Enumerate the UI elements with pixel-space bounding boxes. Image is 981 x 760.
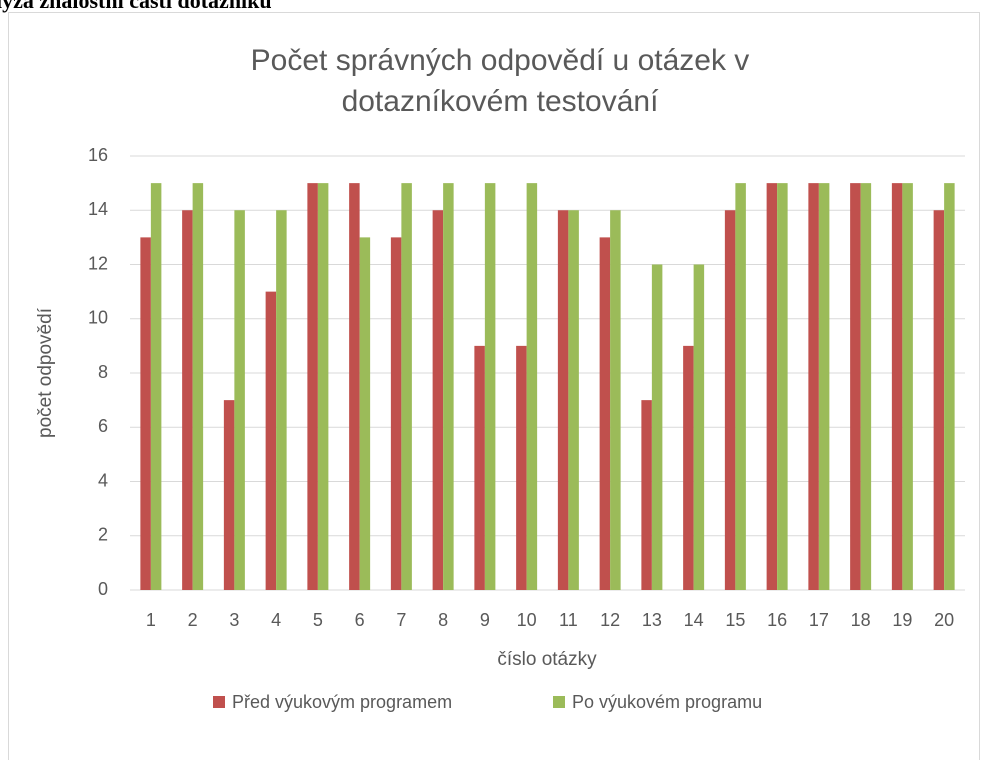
- x-tick-label: 10: [517, 610, 537, 630]
- x-tick-label: 2: [188, 610, 198, 630]
- y-tick-label: 4: [98, 470, 108, 490]
- bar: [265, 291, 277, 590]
- y-tick-label: 8: [98, 362, 108, 382]
- y-tick-label: 2: [98, 525, 108, 545]
- bar: [860, 183, 872, 590]
- bar: [818, 183, 830, 590]
- x-tick-label: 12: [600, 610, 620, 630]
- x-axis-label: číslo otázky: [497, 649, 597, 670]
- y-tick-label: 16: [88, 145, 108, 165]
- bar: [526, 183, 538, 590]
- bar: [359, 237, 371, 590]
- x-tick-label: 20: [934, 610, 954, 630]
- bar: [568, 210, 579, 590]
- bar: [944, 183, 955, 590]
- bar: [349, 183, 360, 590]
- bar: [891, 183, 903, 590]
- bar: [317, 183, 329, 590]
- x-tick-label: 4: [271, 610, 281, 630]
- x-tick-label: 18: [851, 610, 871, 630]
- x-tick-label: 13: [642, 610, 662, 630]
- bar: [610, 210, 621, 590]
- bar: [307, 183, 318, 590]
- y-tick-label: 10: [88, 308, 108, 328]
- bar: [474, 345, 485, 590]
- bar: [276, 210, 287, 590]
- bar: [557, 210, 569, 590]
- bar: [599, 237, 611, 590]
- bar: [693, 264, 705, 590]
- x-tick-label: 11: [559, 610, 578, 630]
- bar: [735, 183, 746, 590]
- bar: [850, 183, 861, 590]
- bar: [234, 210, 245, 590]
- y-tick-label: 0: [98, 579, 108, 599]
- y-tick-label: 6: [98, 416, 108, 436]
- bar: [724, 210, 736, 590]
- bar: [443, 183, 454, 590]
- chart-title: dotazníkovém testování: [342, 85, 660, 118]
- bar: [641, 400, 652, 590]
- x-tick-label: 19: [892, 610, 912, 630]
- x-tick-label: 3: [229, 610, 239, 630]
- bar: [140, 237, 151, 590]
- y-tick-label: 12: [88, 253, 108, 273]
- legend-label: Před výukovým programem: [232, 692, 452, 712]
- bar: [933, 210, 945, 590]
- bar: [808, 183, 819, 590]
- x-tick-label: 5: [313, 610, 323, 630]
- x-tick-label: 16: [767, 610, 787, 630]
- x-tick-label: 8: [438, 610, 448, 630]
- x-tick-label: 14: [684, 610, 704, 630]
- bar: [182, 210, 193, 590]
- legend-label: Po výukovém programu: [572, 692, 762, 712]
- legend-swatch: [213, 696, 225, 708]
- bar: [651, 264, 663, 590]
- bar: [777, 183, 788, 590]
- chart-title: Počet správných odpovědí u otázek v: [251, 44, 750, 77]
- bar: [192, 183, 204, 590]
- bar: [766, 183, 778, 590]
- y-axis-label: počet odpovědí: [35, 307, 56, 438]
- bar: [223, 400, 235, 590]
- bar: [516, 345, 527, 590]
- bar: [150, 183, 162, 590]
- bar: [683, 345, 694, 590]
- x-tick-label: 6: [355, 610, 365, 630]
- y-tick-label: 14: [88, 199, 108, 219]
- bar: [484, 183, 496, 590]
- x-tick-label: 9: [480, 610, 490, 630]
- bar: [902, 183, 913, 590]
- x-tick-label: 1: [146, 610, 156, 630]
- bar: [432, 210, 444, 590]
- x-tick-label: 15: [725, 610, 745, 630]
- x-tick-label: 7: [396, 610, 406, 630]
- bar: [390, 237, 402, 590]
- legend-swatch: [553, 696, 565, 708]
- bar: [401, 183, 412, 590]
- chart-border: [8, 12, 980, 760]
- x-tick-label: 17: [809, 610, 829, 630]
- heading: lýza znalostní části dotazníku: [0, 0, 272, 13]
